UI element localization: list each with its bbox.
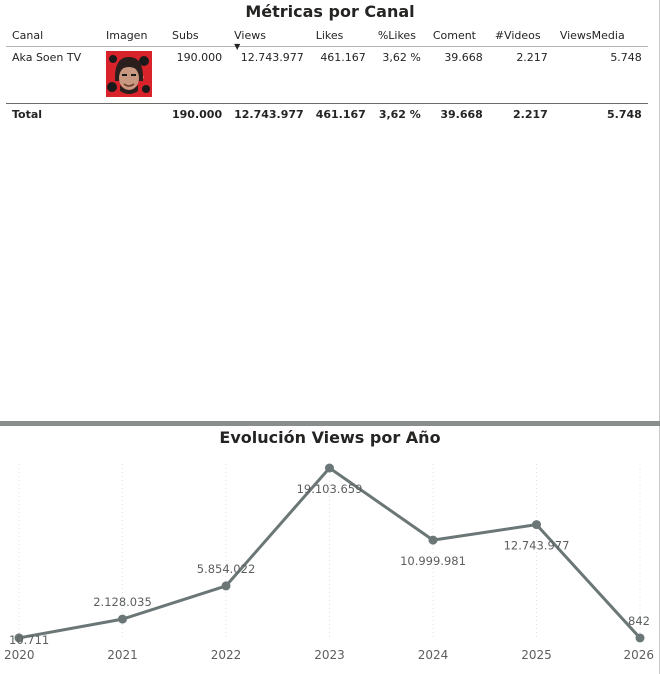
cell-canal: Aka Soen TV [12, 51, 82, 64]
table-visual: Métricas por Canal Canal Imagen Subs Vie… [6, 0, 660, 421]
line-chart-visual: Evolución Views por Año 10.711 2.128.035 5… [0, 426, 660, 674]
total-views: 12.743.977 [228, 103, 310, 124]
column-header-subs[interactable]: Subs [166, 24, 229, 47]
cell-videos: 2.217 [516, 51, 548, 64]
data-point[interactable] [14, 633, 24, 643]
x-tick-label: 2020 [4, 648, 35, 662]
data-label: 5.854.022 [197, 562, 256, 576]
total-likes: 461.167 [309, 103, 372, 124]
x-tick-label: 2022 [211, 648, 242, 662]
visual-divider [0, 421, 660, 426]
total-subs: 190.000 [166, 103, 229, 124]
cell-pct-likes: 3,62 % [382, 51, 421, 64]
data-label: 2.128.035 [93, 595, 152, 609]
data-point[interactable] [221, 581, 231, 591]
sort-descending-icon: ▼ [234, 42, 241, 51]
data-label: 10.711 [9, 633, 49, 647]
line-chart-svg: 10.711 2.128.035 5.854.022 19.103.659 10.999… [4, 463, 654, 662]
column-header-views[interactable]: Views ▼ [228, 24, 310, 51]
data-point[interactable] [635, 633, 645, 643]
total-coment: 39.668 [426, 103, 489, 124]
data-point[interactable] [118, 614, 127, 624]
data-label: 19.103.659 [297, 482, 363, 496]
data-label: 10.999.981 [400, 554, 466, 568]
column-header-videos[interactable]: #Videos [488, 24, 554, 47]
chart-series [14, 463, 645, 643]
chart-x-axis: 2020 2021 2022 2023 2024 2025 2026 [4, 648, 654, 662]
table-header-row: Canal Imagen Subs Views ▼ Likes %Likes Co… [6, 24, 648, 51]
cell-imagen [100, 47, 166, 104]
column-header-coment[interactable]: Coment [426, 24, 489, 47]
data-point[interactable] [325, 463, 334, 473]
column-header-views-media[interactable]: ViewsMedia [553, 24, 648, 47]
metrics-table: Canal Imagen Subs Views ▼ Likes %Likes Co… [6, 24, 648, 124]
data-point[interactable] [532, 520, 541, 530]
column-header-imagen[interactable]: Imagen [100, 24, 166, 47]
cell-subs: 190.000 [176, 51, 223, 64]
total-videos: 2.217 [488, 103, 554, 124]
total-imagen [100, 103, 166, 124]
x-tick-label: 2025 [521, 648, 552, 662]
x-tick-label: 2021 [107, 648, 138, 662]
cell-views: 12.743.977 [240, 51, 304, 64]
data-point[interactable] [428, 535, 438, 545]
cell-coment: 39.668 [444, 51, 483, 64]
column-header-pct-likes[interactable]: %Likes [371, 24, 427, 47]
chart-data-labels: 10.711 2.128.035 5.854.022 19.103.659 10.999… [9, 482, 650, 647]
column-header-views-label: Views [234, 28, 266, 42]
table-title: Métricas por Canal [245, 2, 415, 21]
column-header-canal[interactable]: Canal [6, 24, 100, 47]
table-total-row: Total 190.000 12.743.977 461.167 3,62 % … [6, 103, 648, 124]
x-tick-label: 2023 [314, 648, 345, 662]
total-label: Total [6, 103, 100, 124]
chart-title: Evolución Views por Año [219, 428, 441, 447]
data-label: 12.743.977 [504, 539, 570, 553]
channel-avatar-image [106, 51, 152, 97]
cell-likes: 461.167 [320, 51, 366, 64]
column-header-likes[interactable]: Likes [309, 24, 372, 47]
total-views-media: 5.748 [553, 103, 648, 124]
chart-gridlines [18, 464, 641, 638]
x-tick-label: 2024 [418, 648, 449, 662]
data-label: 842 [628, 614, 650, 628]
x-tick-label: 2026 [623, 648, 654, 662]
total-pct-likes: 3,62 % [371, 103, 427, 124]
cell-views-media: 5.748 [610, 51, 642, 64]
table-row[interactable]: Aka Soen TV [6, 47, 648, 104]
